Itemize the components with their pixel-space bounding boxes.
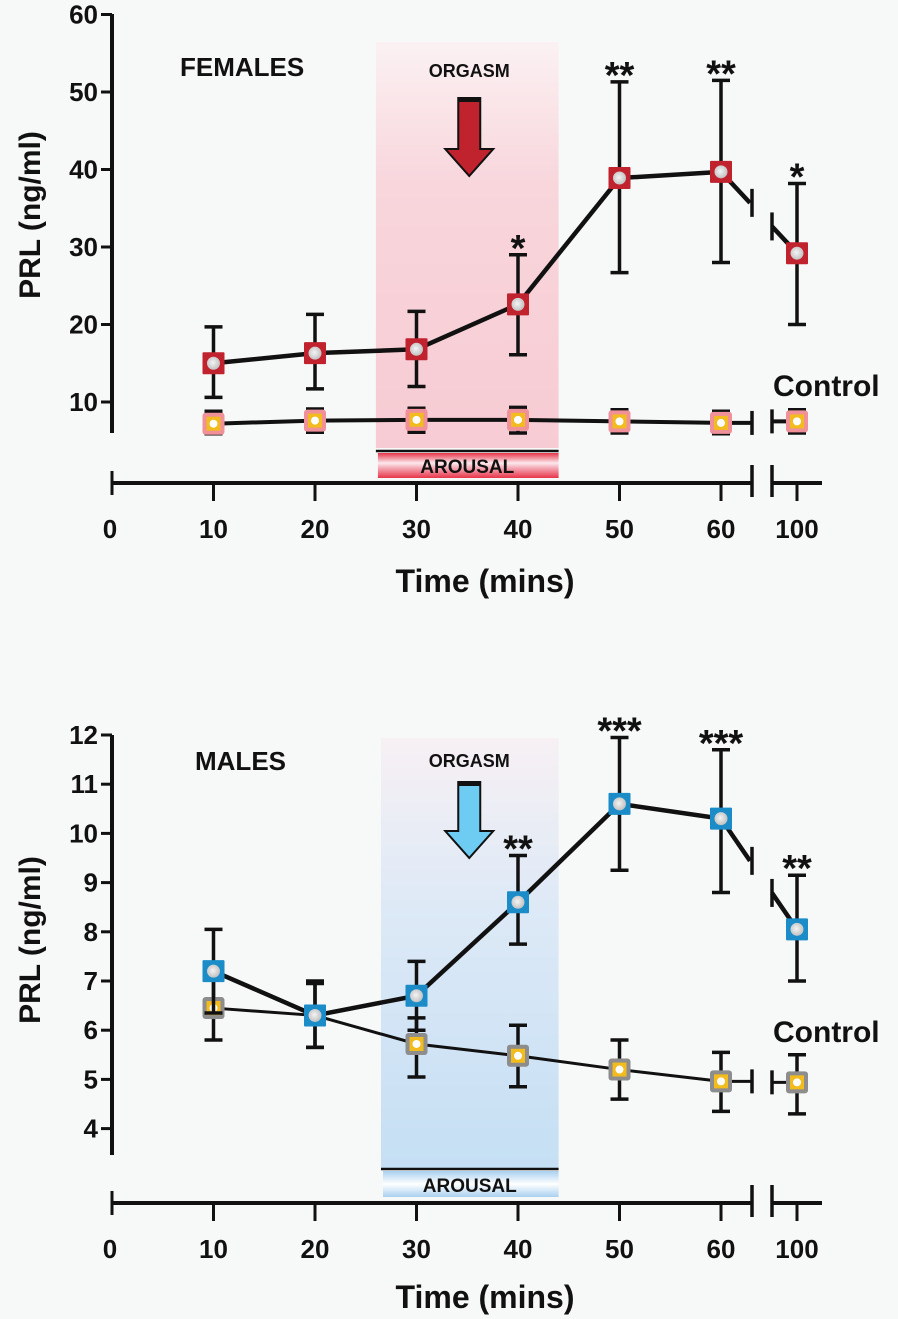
males-panel: AROUSAL ORGASM 4 5 6 7 8 9 10 11 12 PRL (ng/ml) 0 10 2… xyxy=(14,710,880,1315)
y-tick-label: 9 xyxy=(84,868,98,898)
y-tick-label: 5 xyxy=(84,1064,98,1094)
x-tick-label: 40 xyxy=(504,514,533,544)
control-point-dot xyxy=(615,1065,624,1074)
control-series-label: Control xyxy=(773,370,880,403)
x-tick-label: 50 xyxy=(605,1234,634,1264)
control-point-dot xyxy=(514,415,522,424)
orgasm-label: ORGASM xyxy=(429,61,510,81)
significance-marker: *** xyxy=(597,710,642,752)
control-series-line xyxy=(213,1006,722,1083)
main-series-line xyxy=(213,169,722,366)
control-series-label: Control xyxy=(773,1016,880,1049)
data-point-dot xyxy=(511,297,525,311)
x-tick-label: 100 xyxy=(775,1234,818,1264)
significance-marker: *** xyxy=(699,723,744,765)
y-tick-label: 30 xyxy=(69,232,98,262)
x-tick-label: 10 xyxy=(199,514,228,544)
females-panel: AROUSAL ORGASM 10 20 30 40 50 60 PRL (ng/ml) 0 10 2… xyxy=(14,0,880,599)
control-point-dot xyxy=(717,418,725,427)
data-point-dot xyxy=(308,346,322,360)
control-series-line xyxy=(213,417,722,426)
x-tick-label: 50 xyxy=(605,514,634,544)
data-point-dot xyxy=(613,171,626,185)
x-tick-label: 100 xyxy=(775,514,818,544)
orgasm-label: ORGASM xyxy=(429,751,510,771)
significance-marker: ** xyxy=(605,55,635,97)
significance-marker: ** xyxy=(706,53,736,95)
control-point-dot xyxy=(793,417,801,426)
y-tick-label: 50 xyxy=(69,77,98,107)
significance-marker: ** xyxy=(782,848,812,890)
arousal-bar xyxy=(382,1171,559,1197)
y-tick-label: 20 xyxy=(69,310,98,340)
x-tick-label: 20 xyxy=(301,514,330,544)
x-tick-label: 0 xyxy=(103,1234,117,1264)
data-point-dot xyxy=(308,1008,322,1022)
data-point-dot xyxy=(714,812,728,826)
data-point-dot xyxy=(511,895,525,909)
y-tick-label: 60 xyxy=(69,0,98,30)
data-point-dot xyxy=(410,342,423,356)
x-tick-label: 0 xyxy=(103,514,117,544)
control-point-dot xyxy=(412,1039,421,1048)
x-tick-label: 10 xyxy=(199,1234,228,1264)
control-point-dot xyxy=(615,417,624,426)
y-tick-label: 12 xyxy=(69,720,98,750)
main-series-line xyxy=(212,801,722,1018)
panel-title: FEMALES xyxy=(180,52,304,82)
x-tick-label: 60 xyxy=(707,1234,736,1264)
arousal-bar xyxy=(377,453,559,478)
data-point-dot xyxy=(714,165,728,179)
x-tick-label: 60 xyxy=(707,514,736,544)
control-point-dot xyxy=(717,1077,725,1086)
data-point-dot xyxy=(790,922,804,936)
data-point-dot xyxy=(790,246,804,260)
x-tick-label: 30 xyxy=(402,514,431,544)
data-point-dot xyxy=(207,356,220,370)
x-axis-title: Time (mins) xyxy=(396,1279,575,1315)
orgasm-arrow-cap xyxy=(458,782,481,786)
control-point-dot xyxy=(209,419,218,428)
control-point-dot xyxy=(514,1051,522,1060)
y-tick-label: 10 xyxy=(69,818,98,848)
y-axis-title: PRL (ng/ml) xyxy=(14,131,47,299)
y-axis-title: PRL (ng/ml) xyxy=(14,856,47,1024)
y-tick-label: 8 xyxy=(84,917,98,947)
data-point-dot xyxy=(207,964,220,978)
panel-title: MALES xyxy=(195,746,286,776)
y-tick-label: 11 xyxy=(71,769,99,799)
x-axis-title: Time (mins) xyxy=(396,563,575,599)
y-tick-label: 7 xyxy=(84,966,98,996)
y-tick-label: 4 xyxy=(84,1114,99,1144)
significance-marker: * xyxy=(511,228,526,270)
orgasm-arrow-cap xyxy=(458,98,481,102)
x-tick-label: 20 xyxy=(301,1234,330,1264)
y-tick-label: 10 xyxy=(69,387,98,417)
significance-marker: * xyxy=(790,156,805,198)
data-point-dot xyxy=(410,989,423,1003)
orgasm-arrow-icon xyxy=(443,97,496,178)
y-tick-label: 6 xyxy=(84,1015,98,1045)
control-point-dot xyxy=(311,416,319,425)
x-tick-label: 40 xyxy=(504,1234,533,1264)
arousal-label: AROUSAL xyxy=(423,1176,517,1197)
control-point-dot xyxy=(793,1078,801,1087)
arousal-label: AROUSAL xyxy=(420,457,514,478)
y-tick-label: 40 xyxy=(69,155,98,185)
control-point-dot xyxy=(412,415,421,424)
data-point-dot xyxy=(613,797,626,811)
significance-marker: ** xyxy=(503,829,533,871)
x-tick-label: 30 xyxy=(402,1234,431,1264)
orgasm-arrow-icon xyxy=(443,781,496,860)
